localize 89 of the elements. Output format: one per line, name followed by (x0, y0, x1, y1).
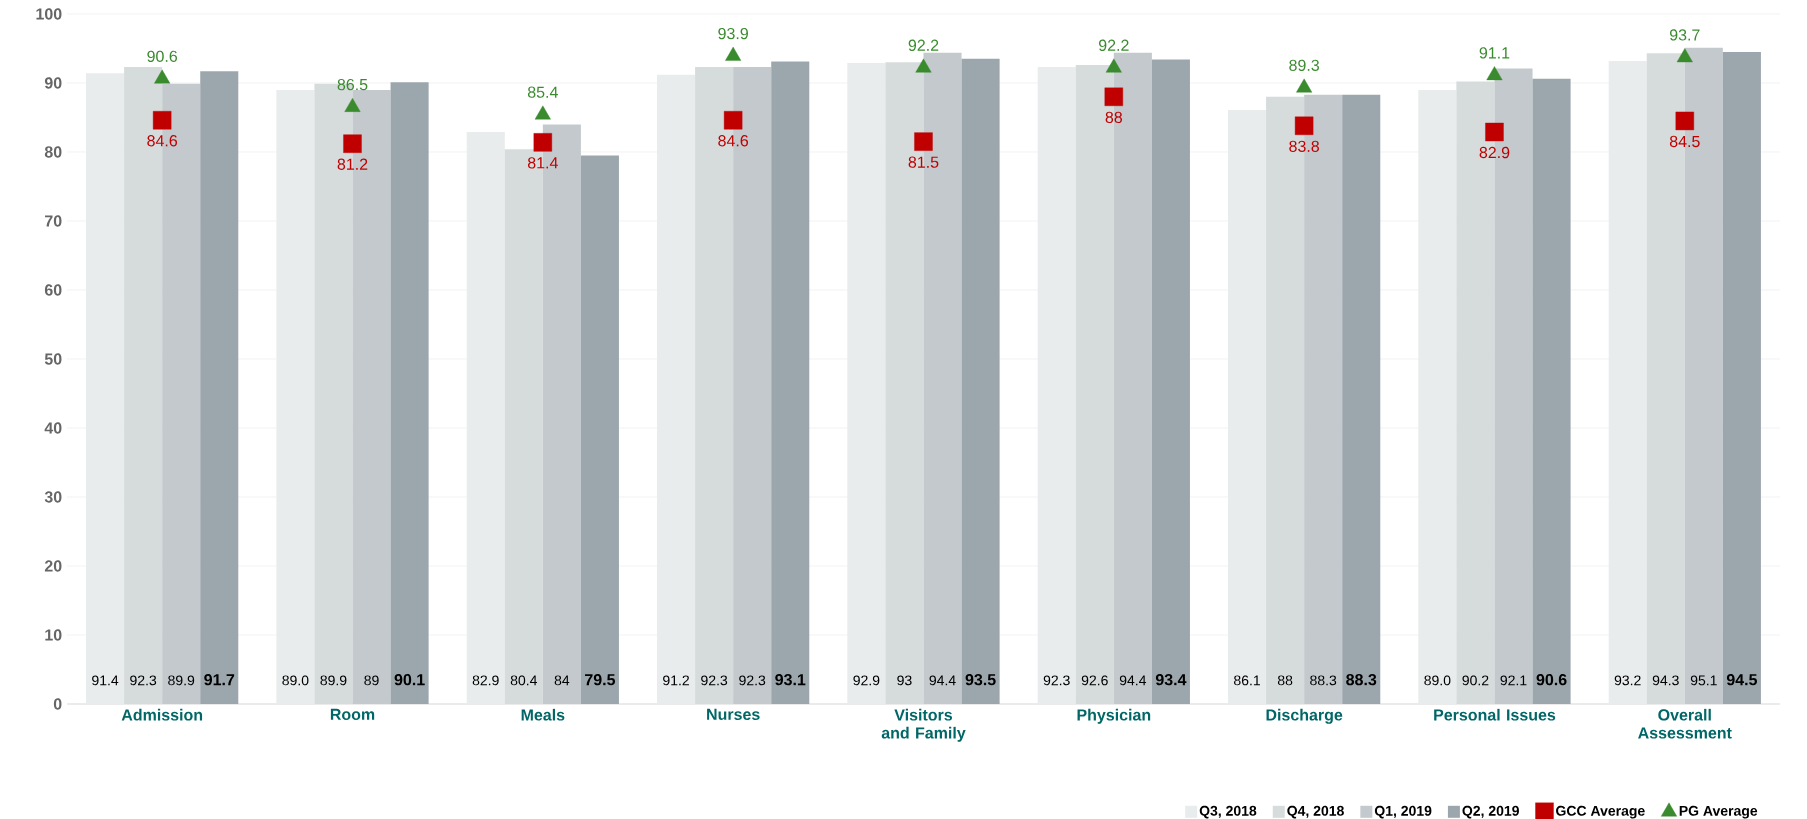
data-label: 88 (1105, 111, 1123, 123)
data-label: 89.9 (168, 675, 195, 686)
data-label: 83.8 (1289, 140, 1320, 152)
data-label: 93.9 (718, 27, 748, 40)
data-label: 94.4 (1119, 675, 1147, 686)
data-label: 84.6 (147, 135, 178, 147)
y-tick-label: 100 (36, 8, 62, 20)
legend-label: Q3, 2018 (1199, 805, 1257, 819)
legend-label: PG Average (1679, 805, 1758, 819)
data-label: 89 (364, 675, 379, 686)
data-label: 93.1 (775, 673, 806, 686)
y-tick-label: 40 (44, 422, 62, 434)
bar (1532, 78, 1571, 704)
data-label: 90.2 (1462, 675, 1489, 686)
bar (390, 82, 429, 704)
data-label: 88 (1277, 675, 1293, 686)
x-tick-label: Personal Issues (1434, 708, 1556, 721)
data-label: 81.2 (337, 158, 368, 170)
data-label: 93 (897, 675, 912, 686)
data-label: 95.1 (1690, 675, 1717, 686)
data-label: 89.0 (1424, 675, 1451, 686)
data-label: 93.7 (1669, 29, 1700, 41)
legend-label: GCC Average (1556, 805, 1645, 819)
bar (1722, 51, 1761, 704)
data-label: 85.4 (527, 86, 558, 98)
x-tick-label: Overall Assessment (1638, 708, 1732, 739)
data-label: 84.6 (718, 135, 749, 147)
legend-label: Q4, 2018 (1287, 805, 1344, 819)
data-label: 93.4 (1155, 673, 1187, 686)
y-tick-label: 30 (44, 491, 62, 503)
legend-label: Q2, 2019 (1462, 805, 1519, 819)
data-label: 91.7 (204, 674, 235, 686)
data-label: 94.5 (1726, 674, 1758, 686)
x-tick-label: Physician (1077, 708, 1151, 724)
data-label: 92.2 (1098, 39, 1129, 51)
bar (580, 155, 619, 704)
data-label: 90.6 (147, 50, 178, 62)
data-label: 86.5 (337, 78, 368, 91)
data-label: 89.9 (320, 675, 347, 686)
data-label: 93.2 (1614, 675, 1641, 686)
data-label: 92.3 (739, 675, 766, 686)
bar (200, 71, 239, 704)
data-label: 93.5 (965, 673, 996, 686)
data-label: 91.4 (92, 675, 119, 686)
data-label: 91.2 (663, 675, 689, 686)
legend-label: Q1, 2019 (1374, 805, 1432, 819)
x-tick-label: Room (330, 708, 375, 721)
data-label: 92.3 (130, 675, 157, 686)
y-tick-label: 10 (45, 629, 62, 641)
data-label: 82.9 (472, 675, 499, 686)
data-label: 94.3 (1652, 675, 1679, 686)
data-label: 94.4 (929, 675, 956, 686)
x-tick-label: Visitors and Family (881, 708, 966, 742)
data-label: 89.3 (1289, 59, 1320, 71)
data-label: 86.1 (1234, 675, 1260, 686)
data-label: 84.5 (1669, 135, 1700, 148)
x-tick-label: Nurses (707, 708, 760, 721)
data-label: 92.3 (701, 675, 728, 686)
data-label: 92.1 (1500, 675, 1527, 686)
data-label: 81.4 (527, 157, 558, 169)
y-tick-label: 0 (53, 698, 62, 710)
data-label: 90.1 (394, 674, 425, 686)
y-tick-label: 80 (44, 146, 62, 158)
data-label: 82.9 (1479, 146, 1510, 159)
data-label: 92.2 (908, 39, 939, 51)
y-tick-label: 90 (44, 77, 62, 89)
data-label: 84 (554, 675, 570, 686)
data-label: 91.1 (1479, 47, 1510, 59)
data-label: 90.6 (1536, 674, 1567, 686)
data-label: 88.3 (1310, 675, 1337, 686)
bar (961, 58, 1000, 704)
data-label: 81.5 (908, 156, 939, 168)
data-label: 89.0 (282, 675, 309, 686)
data-label: 92.6 (1081, 675, 1108, 686)
data-label: 79.5 (585, 674, 616, 686)
x-tick-label: Discharge (1266, 708, 1343, 724)
data-label: 92.3 (1043, 675, 1070, 686)
bar (771, 61, 810, 704)
x-tick-label: Admission (121, 708, 203, 721)
bar (1342, 94, 1381, 704)
x-tick-label: Meals (521, 708, 565, 721)
y-tick-label: 50 (44, 353, 62, 365)
data-label: 92.9 (853, 675, 880, 686)
y-tick-label: 70 (45, 215, 62, 227)
data-label: 88.3 (1346, 673, 1377, 686)
bar (1151, 59, 1190, 704)
y-tick-label: 20 (44, 560, 62, 572)
data-label: 80.4 (510, 675, 537, 686)
y-tick-label: 60 (44, 284, 62, 296)
